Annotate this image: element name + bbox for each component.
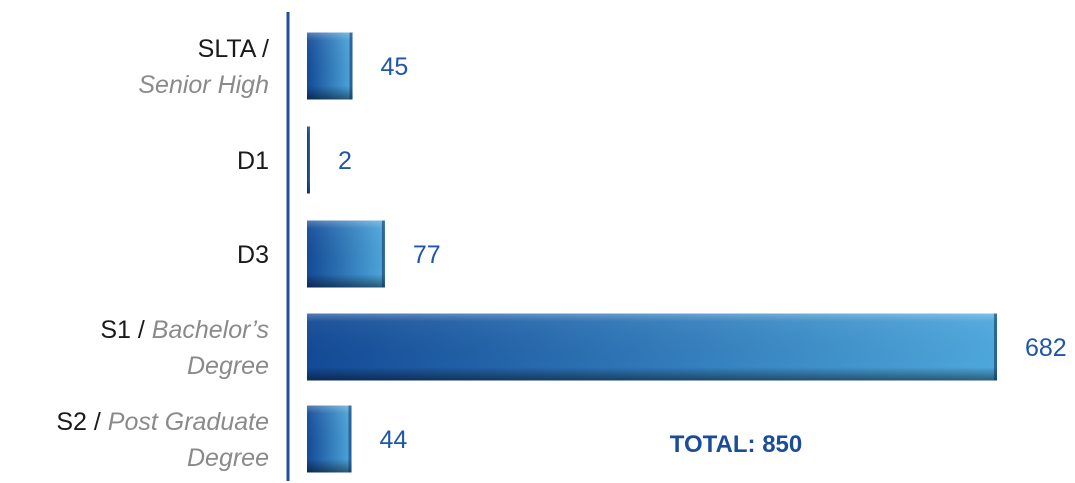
bars-layer — [307, 32, 997, 473]
value-label: 2 — [338, 147, 352, 175]
category-main: SLTA / — [198, 35, 269, 63]
category-main: D1 — [237, 147, 269, 175]
bar-shading — [307, 313, 997, 381]
category-label: D3 — [237, 241, 269, 269]
bar-group — [307, 220, 385, 288]
bar-shading — [307, 220, 385, 288]
bar-group — [307, 126, 310, 194]
category-label: SLTA / Senior High — [138, 35, 269, 99]
total-label: TOTAL: 850 — [670, 431, 802, 458]
category-sub-line2: Degree — [187, 444, 269, 472]
category-main: S1 / — [100, 316, 151, 344]
bar-group — [307, 313, 997, 381]
category-sub: Post Graduate — [108, 408, 269, 436]
category-sub: Senior High — [138, 71, 269, 99]
bar-edge — [994, 313, 997, 381]
bar-shading — [307, 405, 352, 473]
category-sub: Bachelor’s — [152, 316, 269, 344]
category-labels: 45 SLTA / Senior High 2 D1 77 D3 682 S1 / Bachel… — [56, 35, 1066, 472]
bar-edge — [349, 32, 353, 100]
category-main: D3 — [237, 241, 269, 269]
value-label: 77 — [413, 241, 441, 269]
value-label: 44 — [380, 426, 408, 454]
category-main: S2 / — [56, 408, 107, 436]
bar-group — [307, 32, 353, 100]
bar-edge — [348, 405, 352, 473]
category-sub-line2: Degree — [187, 352, 269, 380]
bar-edge — [307, 126, 310, 194]
bar-shading — [307, 32, 353, 100]
category-label: S1 / Bachelor’s Degree — [100, 316, 269, 380]
bar-edge — [381, 220, 385, 288]
bar-group — [307, 405, 352, 473]
value-label: 45 — [381, 53, 409, 81]
value-label: 682 — [1025, 334, 1067, 362]
category-label: S2 / Post Graduate Degree — [56, 408, 269, 472]
category-label: D1 — [237, 147, 269, 175]
